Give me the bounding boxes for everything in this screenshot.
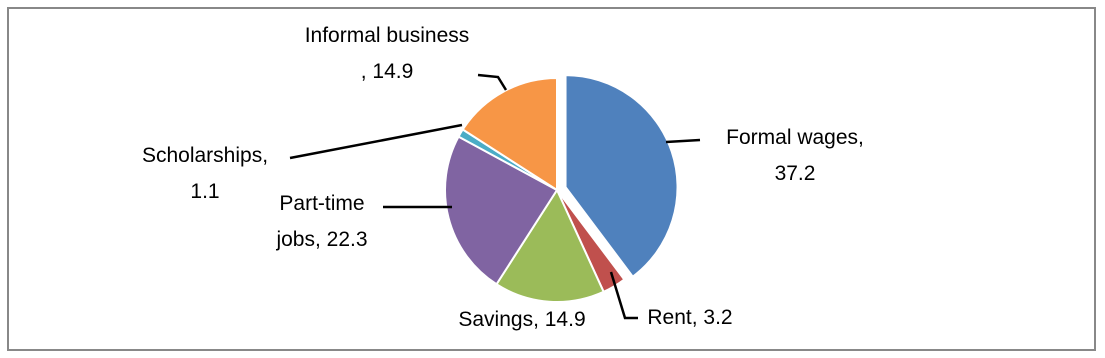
data-label: Savings, 14.9 bbox=[422, 302, 622, 338]
value-label: 14.9 bbox=[372, 60, 414, 83]
pie-slice bbox=[564, 74, 679, 279]
category-label: Part-time jobs, bbox=[276, 192, 365, 251]
leader-line bbox=[609, 271, 638, 320]
category-label: Savings, bbox=[458, 308, 539, 331]
value-label: 22.3 bbox=[326, 228, 368, 251]
pie-slice bbox=[444, 135, 559, 286]
data-label: Informal business , 14.9 bbox=[300, 18, 475, 90]
category-label: Rent, bbox=[647, 306, 698, 329]
leader-line bbox=[289, 123, 463, 160]
data-label: Scholarships, 1.1 bbox=[130, 138, 280, 210]
category-label: Scholarships, bbox=[141, 144, 269, 167]
pie-slice bbox=[495, 187, 605, 303]
value-label: 14.9 bbox=[544, 308, 586, 331]
leader-line bbox=[665, 138, 701, 144]
data-label: Part-time jobs, 22.3 bbox=[257, 186, 387, 258]
value-label: 3.2 bbox=[703, 306, 733, 329]
pie-slice bbox=[461, 76, 558, 192]
value-label: 37.2 bbox=[774, 162, 816, 185]
data-label: Rent, 3.2 bbox=[590, 300, 790, 336]
category-label: Formal wages, bbox=[726, 126, 864, 149]
data-label: Formal wages, 37.2 bbox=[715, 120, 875, 192]
value-label: 1.1 bbox=[190, 180, 220, 203]
category-label: Informal business , bbox=[304, 24, 470, 83]
leader-line bbox=[477, 73, 508, 91]
